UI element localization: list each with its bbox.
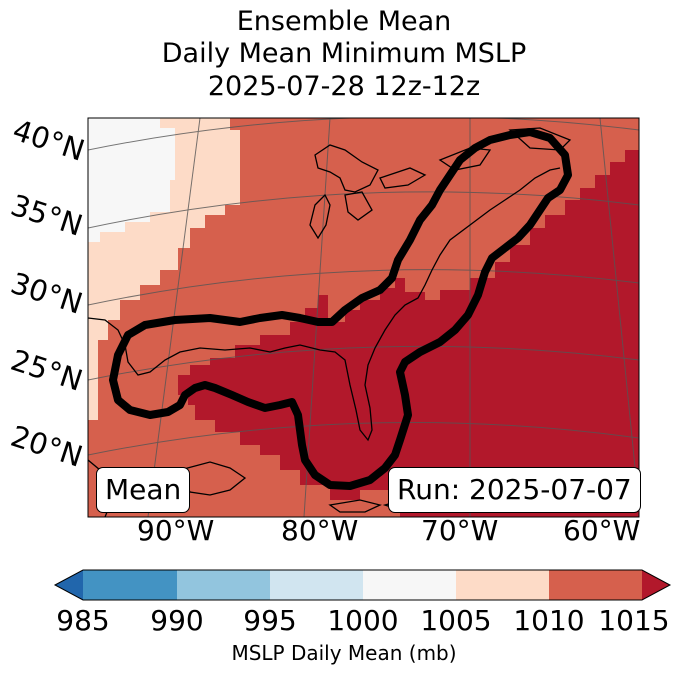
- lon-label-80w: 80°W: [281, 514, 359, 547]
- title-line-2: Daily Mean Minimum MSLP: [161, 38, 527, 69]
- colorbar-tick: 985: [56, 604, 110, 637]
- run-date-box: Run: 2025-07-07: [388, 467, 641, 513]
- colorbar-label: MSLP Daily Mean (mb): [231, 641, 457, 665]
- colorbar-outline: [53, 569, 672, 601]
- colorbar-tick: 1010: [513, 604, 585, 637]
- coastlines: [88, 127, 572, 517]
- colorbar-bin-1000-1005: [363, 570, 456, 600]
- field-1005-1010: [88, 118, 240, 420]
- colorbar-tick: 1000: [327, 604, 399, 637]
- lon-label-90w: 90°W: [137, 514, 215, 547]
- lon-label-60w: 60°W: [563, 514, 641, 547]
- colorbar: [53, 569, 672, 601]
- colorbar-tick: 995: [243, 604, 297, 637]
- colorbar-extend-low: [55, 570, 83, 600]
- mean-label-box: Mean: [96, 467, 191, 513]
- colorbar-tick: 1015: [598, 604, 670, 637]
- title-line-3: 2025-07-28 12z-12z: [207, 71, 481, 102]
- field-1000-1005: [88, 118, 175, 242]
- colorbar-bin-990-995: [177, 570, 270, 600]
- graticule: [88, 118, 639, 517]
- lon-label-70w: 70°W: [421, 514, 499, 547]
- map-frame: [87, 117, 640, 518]
- colorbar-bin-1005-1010: [456, 570, 549, 600]
- colorbar-tick: 1005: [420, 604, 492, 637]
- title-line-1: Ensemble Mean: [236, 6, 452, 37]
- colorbar-tick: 990: [150, 604, 204, 637]
- colorbar-bin-985-990: [83, 570, 177, 600]
- map-area: [88, 118, 639, 517]
- contour-1015: [109, 128, 572, 490]
- colorbar-extend-high: [642, 570, 670, 600]
- colorbar-bin-1010-1015: [549, 570, 642, 600]
- colorbar-bin-995-1000: [270, 570, 363, 600]
